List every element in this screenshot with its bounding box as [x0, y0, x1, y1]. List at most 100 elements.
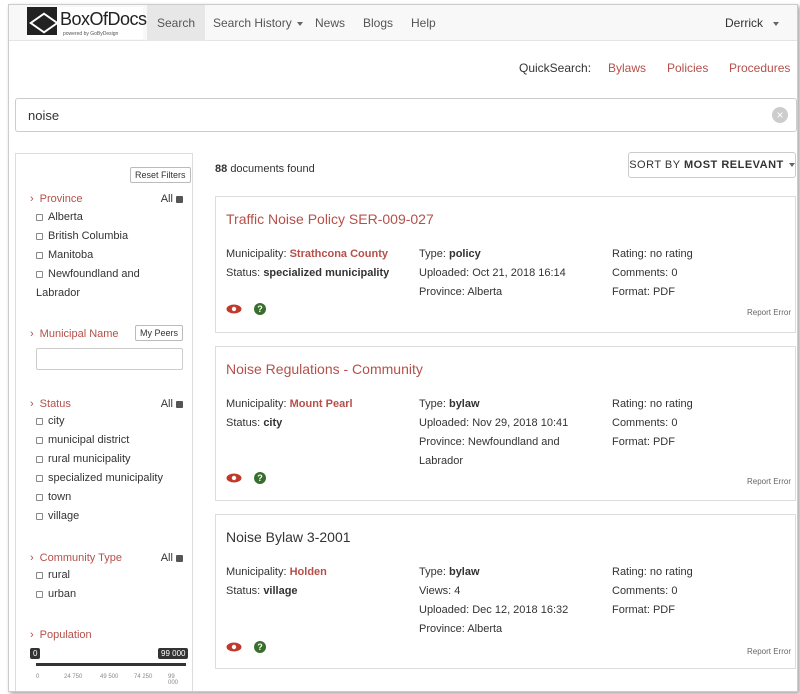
result-province: Province: Alberta [419, 286, 503, 298]
checkbox-icon [36, 270, 43, 278]
clear-search-icon[interactable]: × [772, 107, 788, 123]
eye-icon[interactable] [226, 473, 242, 483]
result-province-cont: Labrador [419, 455, 464, 467]
result-status: Status: city [226, 417, 283, 429]
province-option-newfoundland[interactable]: Newfoundland and [36, 265, 140, 284]
eye-icon[interactable] [226, 304, 242, 314]
results-count: 88 documents found [215, 163, 315, 175]
app-window: BoxOfDocs powered by GoByDesign Search S… [8, 4, 798, 692]
nav-news[interactable]: News [315, 16, 346, 30]
province-option-manitoba[interactable]: Manitoba [36, 246, 93, 265]
result-uploaded: Uploaded: Oct 21, 2018 16:14 [419, 267, 566, 279]
result-title-link[interactable]: Noise Bylaw 3-2001 [226, 529, 351, 545]
quicksearch-policies[interactable]: Policies [667, 61, 709, 75]
status-option-village[interactable]: village [36, 507, 79, 526]
checkbox-icon [36, 455, 43, 463]
result-rating: Rating: no rating [612, 248, 693, 260]
top-navbar: BoxOfDocs powered by GoByDesign Search S… [9, 5, 797, 41]
boxofdocs-logo[interactable]: BoxOfDocs powered by GoByDesign [27, 7, 147, 39]
status-option-municipal-district[interactable]: municipal district [36, 431, 129, 450]
reset-filters-button[interactable]: Reset Filters [130, 167, 191, 183]
filter-municipal-name-toggle[interactable]: › Municipal Name [30, 328, 119, 340]
help-icon[interactable]: ? [254, 303, 266, 315]
checkbox-icon [36, 512, 43, 520]
result-title-link[interactable]: Traffic Noise Policy SER-009-027 [226, 211, 434, 227]
report-error-link[interactable]: Report Error [746, 647, 791, 656]
result-comments: Comments: 0 [612, 585, 678, 597]
result-card: Noise Bylaw 3-2001 Municipality: Holden … [215, 514, 796, 669]
checkbox-icon [36, 417, 43, 425]
community-type-option-rural[interactable]: rural [36, 566, 70, 585]
result-municipality: Municipality: Strathcona County [226, 248, 388, 260]
province-option-alberta[interactable]: Alberta [36, 208, 83, 227]
filter-sidebar: Reset Filters › Province All Alberta Brit… [15, 153, 193, 691]
filter-province-toggle[interactable]: › Province [30, 193, 83, 205]
result-title-link[interactable]: Noise Regulations - Community [226, 361, 423, 377]
nav-help[interactable]: Help [411, 16, 436, 30]
result-views: Views: 4 [419, 585, 461, 597]
quicksearch-label: QuickSearch: [519, 61, 592, 75]
province-all-toggle[interactable]: All [161, 193, 188, 205]
filter-population-toggle[interactable]: › Population [30, 629, 92, 641]
help-icon[interactable]: ? [254, 641, 266, 653]
result-province: Province: Alberta [419, 623, 503, 635]
checkbox-icon [36, 590, 43, 598]
checkbox-icon [36, 232, 43, 240]
filter-community-type-toggle[interactable]: › Community Type [30, 552, 122, 564]
checkbox-icon [176, 400, 183, 408]
report-error-link[interactable]: Report Error [746, 308, 791, 317]
status-option-city[interactable]: city [36, 412, 65, 431]
province-option-british-columbia[interactable]: British Columbia [36, 227, 128, 246]
population-slider-min-handle[interactable]: 0 [30, 648, 41, 659]
municipality-link[interactable]: Strathcona County [289, 248, 388, 260]
municipal-name-input[interactable] [36, 348, 183, 370]
result-municipality: Municipality: Mount Pearl [226, 398, 353, 410]
result-uploaded: Uploaded: Nov 29, 2018 10:41 [419, 417, 569, 429]
caret-down-icon [296, 21, 303, 26]
report-error-link[interactable]: Report Error [746, 477, 791, 486]
logo-tagline: powered by GoByDesign [63, 31, 119, 37]
sort-dropdown[interactable]: SORT BY MOST RELEVANT [628, 152, 796, 178]
result-status: Status: specialized municipality [226, 267, 390, 279]
chevron-right-icon: › [30, 193, 34, 205]
population-slider-max-handle[interactable]: 99 000 [158, 648, 189, 659]
quicksearch-procedures[interactable]: Procedures [729, 61, 791, 75]
my-peers-button[interactable]: My Peers [135, 325, 184, 341]
result-municipality: Municipality: Holden [226, 566, 327, 578]
chevron-right-icon: › [30, 328, 34, 340]
result-status: Status: village [226, 585, 298, 597]
result-format: Format: PDF [612, 286, 675, 298]
result-province: Province: Newfoundland and [419, 436, 560, 448]
chevron-right-icon: › [30, 629, 34, 641]
status-option-rural-municipality[interactable]: rural municipality [36, 450, 131, 469]
result-uploaded: Uploaded: Dec 12, 2018 16:32 [419, 604, 569, 616]
user-menu[interactable]: Derrick [715, 5, 789, 41]
chevron-right-icon: › [30, 552, 34, 564]
nav-search[interactable]: Search [147, 5, 206, 41]
population-slider-track[interactable] [36, 663, 186, 666]
community-type-option-urban[interactable]: urban [36, 585, 76, 604]
search-input[interactable] [26, 107, 726, 124]
status-option-specialized-municipality[interactable]: specialized municipality [36, 469, 163, 488]
caret-down-icon [773, 21, 779, 26]
filter-status-toggle[interactable]: › Status [30, 398, 71, 410]
province-option-labrador-line: Labrador [36, 287, 81, 299]
checkbox-icon [36, 436, 43, 444]
help-icon[interactable]: ? [254, 472, 266, 484]
nav-blogs[interactable]: Blogs [363, 16, 394, 30]
status-option-town[interactable]: town [36, 488, 71, 507]
eye-icon[interactable] [226, 642, 242, 652]
caret-down-icon [788, 163, 795, 168]
municipality-link[interactable]: Mount Pearl [289, 398, 353, 410]
status-all-toggle[interactable]: All [161, 398, 188, 410]
result-comments: Comments: 0 [612, 267, 678, 279]
checkbox-icon [36, 251, 43, 259]
community-type-all-toggle[interactable]: All [161, 552, 188, 564]
municipality-link[interactable]: Holden [289, 566, 327, 578]
nav-search-history[interactable]: Search History [203, 5, 313, 41]
logo-text: BoxOfDocs [60, 9, 147, 29]
result-rating: Rating: no rating [612, 566, 693, 578]
quicksearch-bylaws[interactable]: Bylaws [608, 61, 647, 75]
result-type: Type: policy [419, 248, 481, 260]
result-format: Format: PDF [612, 436, 675, 448]
